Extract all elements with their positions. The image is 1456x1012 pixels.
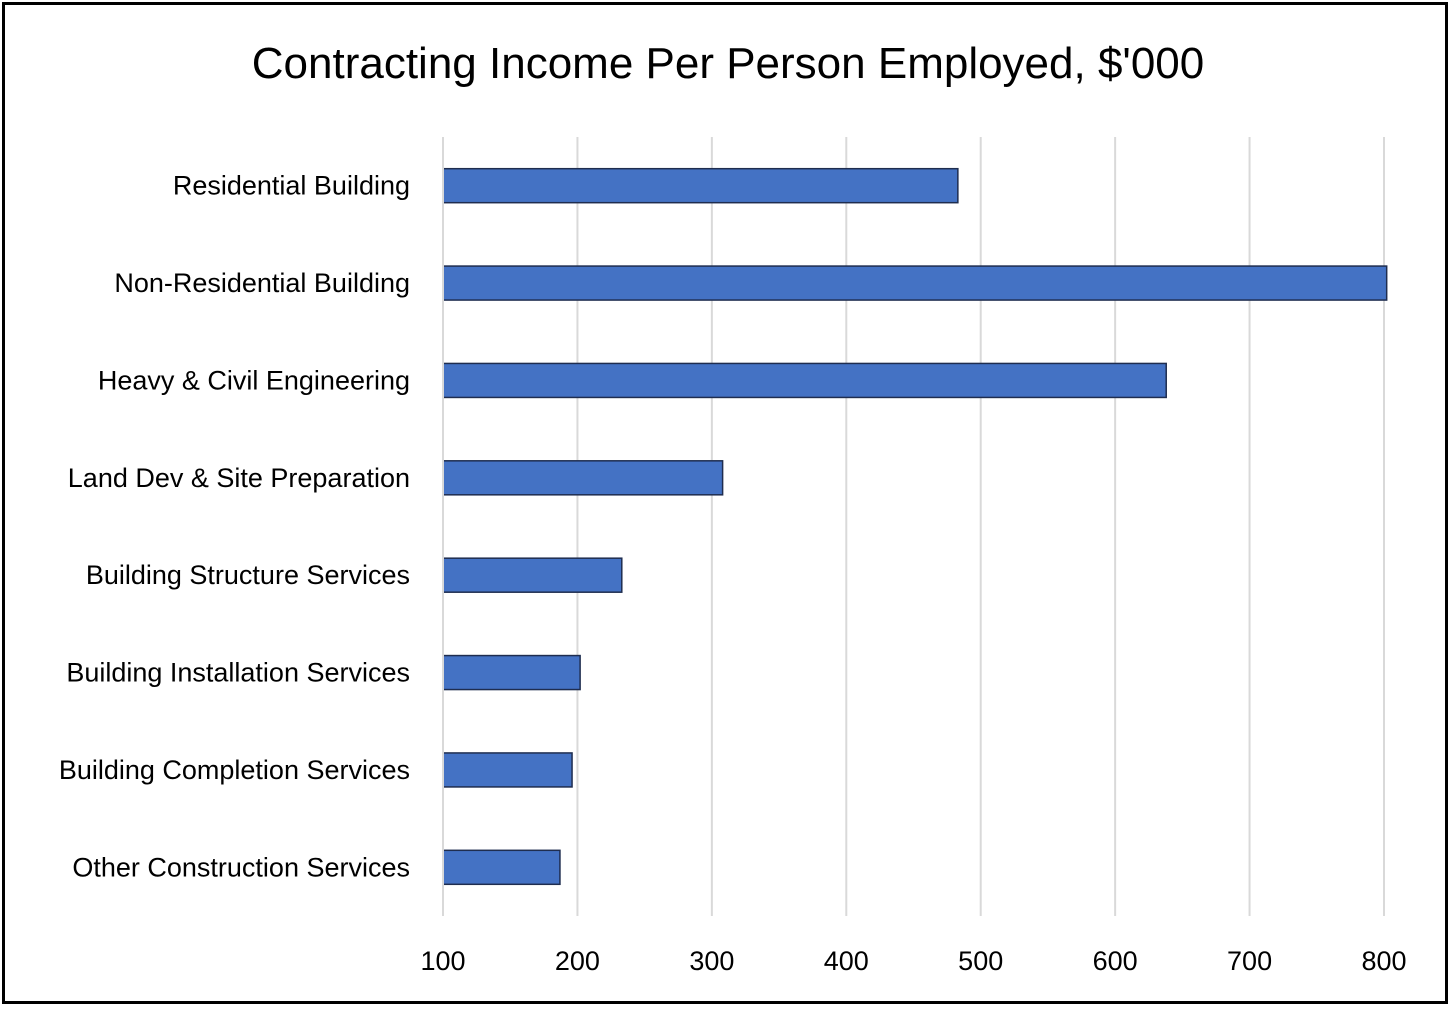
gridlines (576, 137, 1385, 916)
category-label: Heavy & Civil Engineering (98, 365, 410, 395)
category-label: Building Installation Services (66, 658, 410, 688)
bar (442, 265, 1388, 301)
category-labels: Residential Building Non-Residential Buil… (59, 171, 410, 883)
bar (442, 167, 959, 204)
bar (442, 752, 573, 788)
category-label: Building Completion Services (59, 755, 410, 785)
category-label: Residential Building (173, 171, 410, 201)
x-tick-label: 100 (420, 946, 465, 976)
x-tick-label: 800 (1361, 946, 1406, 976)
bar (442, 557, 623, 593)
x-tick-label: 600 (1093, 946, 1138, 976)
category-label: Land Dev & Site Preparation (68, 463, 410, 493)
x-tick-labels: 100 200 300 400 500 600 700 800 (420, 946, 1406, 976)
category-label: Building Structure Services (86, 560, 410, 590)
chart-title: Contracting Income Per Person Employed, … (251, 39, 1205, 88)
x-tick-label: 200 (555, 946, 600, 976)
category-label: Other Construction Services (72, 852, 410, 882)
x-tick-label: 700 (1227, 946, 1272, 976)
bar (442, 654, 581, 691)
bar (442, 849, 561, 886)
bars (442, 167, 1388, 886)
category-label: Non-Residential Building (114, 268, 410, 298)
x-tick-label: 300 (689, 946, 734, 976)
bar (442, 362, 1167, 399)
x-tick-label: 500 (958, 946, 1003, 976)
bar (442, 460, 724, 496)
x-tick-label: 400 (824, 946, 869, 976)
